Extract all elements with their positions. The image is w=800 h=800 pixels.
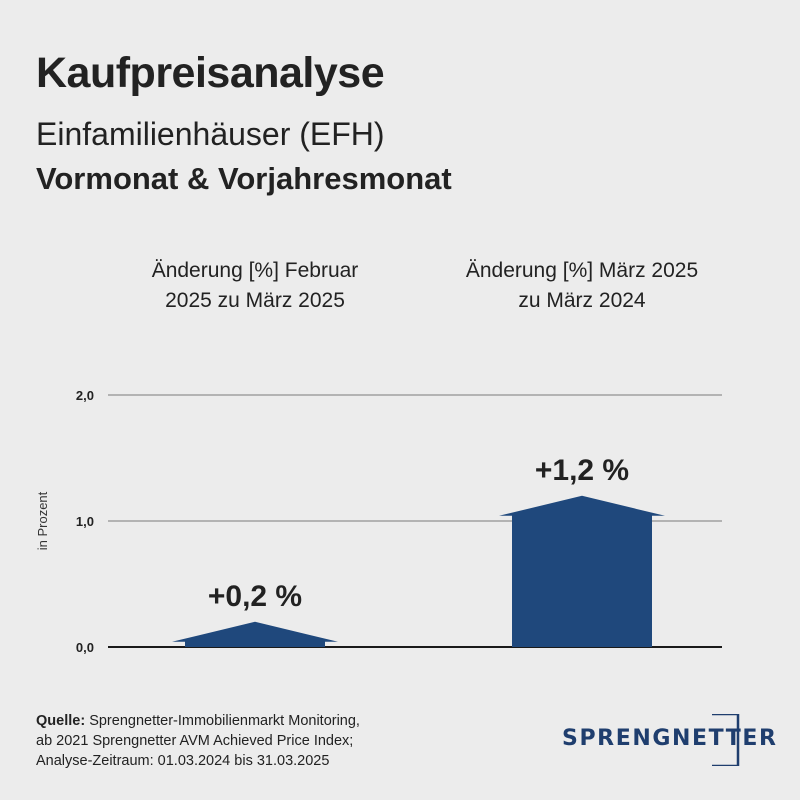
page-subtitle-bold: Vormonat & Vorjahresmonat [36,161,452,196]
logo-frame-icon [712,714,740,766]
y-tick-label: 1,0 [76,514,94,529]
source-line-3: Analyse-Zeitraum: 01.03.2024 bis 31.03.2… [36,753,330,769]
source-text: Sprengnetter-Immobilienmarkt Monitoring, [89,713,360,729]
bar-2 [499,495,665,647]
y-tick-label: 2,0 [76,388,94,403]
source-note: Quelle: Sprengnetter-Immobilienmarkt Mon… [36,711,456,771]
category-label-1-line-2: 2025 zu März 2025 [165,289,345,312]
page-title: Kaufpreisanalyse [36,49,385,97]
logo-text: SPRENGNETTER [562,726,778,751]
y-tick-label: 0,0 [76,640,94,655]
y-axis-label: in Prozent [35,491,50,550]
category-label-2: Änderung [%] März 2025 zu März 2024 [442,256,722,316]
category-label-1: Änderung [%] Februar 2025 zu März 2025 [115,256,395,316]
category-label-2-line-2: zu März 2024 [518,289,646,312]
category-label-2-line-1: Änderung [%] März 2025 [465,259,699,282]
page-subtitle: Einfamilienhäuser (EFH) [36,116,385,152]
source-line-2: ab 2021 Sprengnetter AVM Achieved Price … [36,733,354,749]
category-label-1-line-1: Änderung [%] Februar [151,259,359,282]
sprengnetter-logo: SPRENGNETTER [562,714,776,766]
data-label-1: +0,2 % [208,580,302,613]
data-label-2: +1,2 % [535,454,629,487]
source-label: Quelle: [36,713,86,729]
bar-1 [172,621,338,647]
